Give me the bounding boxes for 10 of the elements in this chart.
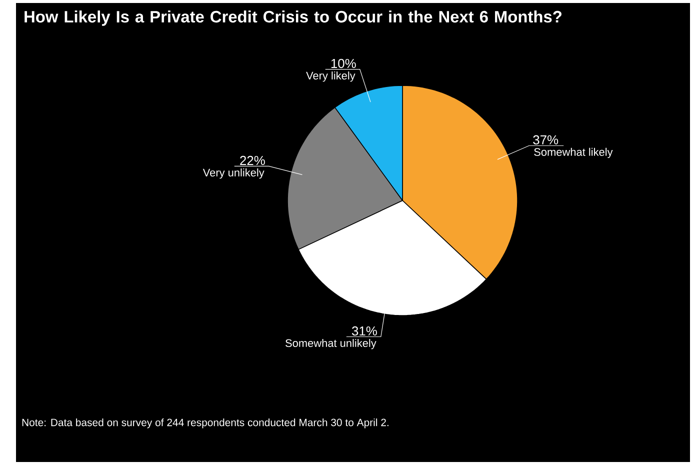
data-label: 37%: [533, 135, 558, 144]
slice-label: Somewhat likely: [534, 148, 613, 158]
chart-title: How Likely Is a Private Credit Crisis to Occur in the Next 6 Months?: [24, 10, 562, 26]
text: Note: Data based on survey of 244 respondents conducted March 30 to April 2.: [22, 418, 388, 428]
data-label: 31%: [352, 326, 377, 336]
data-label: 10%: [331, 58, 356, 68]
slice-label: Somewhat unlikely: [286, 338, 376, 350]
slice-label: Very unlikely: [202, 168, 264, 179]
data-label: 22%: [240, 156, 265, 166]
slice-label: Very likely: [306, 71, 356, 82]
